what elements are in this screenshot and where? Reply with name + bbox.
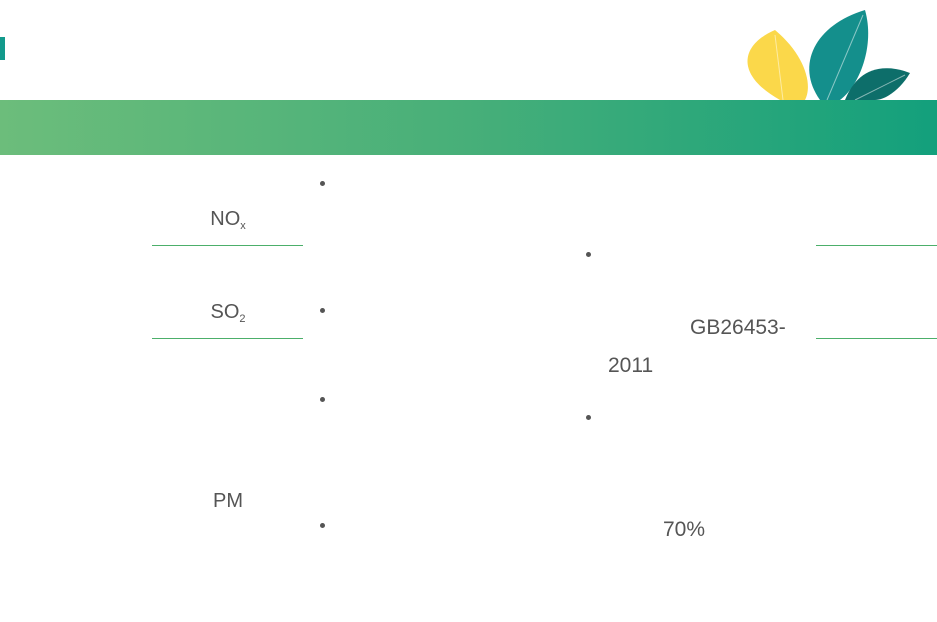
bullet [586, 252, 591, 257]
label-sub: x [240, 220, 246, 232]
underline [152, 338, 303, 339]
bullet [320, 523, 325, 528]
accent-bar [0, 37, 5, 60]
underline [816, 245, 937, 246]
label-main: PM [213, 490, 243, 512]
header-band [0, 100, 937, 155]
bullet [320, 181, 325, 186]
leaves [747, 10, 910, 101]
label-main: SO [210, 301, 240, 323]
rate: 70% [663, 518, 706, 541]
bullet [586, 415, 591, 420]
label: SO2 [152, 301, 304, 325]
label: NOx [152, 208, 304, 232]
label-main: NO [210, 208, 241, 230]
underline [152, 245, 303, 246]
standard-year: 2011 [608, 354, 654, 377]
bullet [320, 397, 325, 402]
underline [816, 338, 937, 339]
label-sub: 2 [239, 313, 246, 325]
standard-code: GB26453- [690, 316, 786, 339]
label: PM [152, 490, 304, 513]
bullet [320, 308, 325, 313]
